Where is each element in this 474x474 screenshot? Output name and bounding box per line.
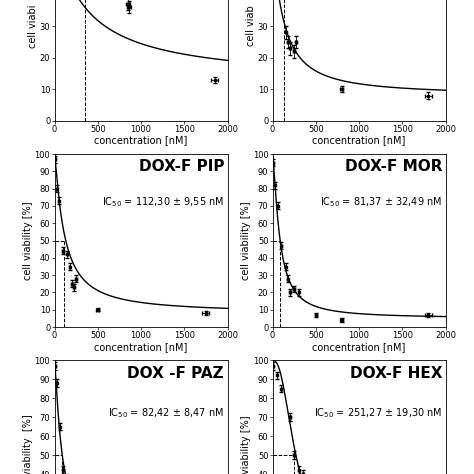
Text: DOX -F PAZ: DOX -F PAZ <box>128 366 224 381</box>
Text: IC$_{50}$ = 81,37 ± 32,49 nM: IC$_{50}$ = 81,37 ± 32,49 nM <box>320 196 442 210</box>
Text: IC$_{50}$ = 82,42 ± 8,47 nM: IC$_{50}$ = 82,42 ± 8,47 nM <box>108 406 224 419</box>
Text: DOX-F HEX: DOX-F HEX <box>350 366 442 381</box>
Y-axis label: cell viab: cell viab <box>246 6 256 46</box>
Text: DOX-F PIP: DOX-F PIP <box>138 159 224 174</box>
Y-axis label: cell viability [%]: cell viability [%] <box>23 201 33 280</box>
X-axis label: concentration [nM]: concentration [nM] <box>312 136 406 146</box>
X-axis label: concentration [nM]: concentration [nM] <box>94 342 188 352</box>
Y-axis label: cell viabi: cell viabi <box>28 4 38 48</box>
Y-axis label: cell viability [%]: cell viability [%] <box>241 416 251 474</box>
Y-axis label: cell viability  [%]: cell viability [%] <box>23 414 33 474</box>
Text: IC$_{50}$ = 112,30 ± 9,55 nM: IC$_{50}$ = 112,30 ± 9,55 nM <box>102 196 224 210</box>
Text: DOX-F MOR: DOX-F MOR <box>345 159 442 174</box>
X-axis label: concentration [nM]: concentration [nM] <box>312 342 406 352</box>
X-axis label: concentration [nM]: concentration [nM] <box>94 136 188 146</box>
Text: IC$_{50}$ = 251,27 ± 19,30 nM: IC$_{50}$ = 251,27 ± 19,30 nM <box>314 406 442 419</box>
Y-axis label: cell viability [%]: cell viability [%] <box>241 201 251 280</box>
